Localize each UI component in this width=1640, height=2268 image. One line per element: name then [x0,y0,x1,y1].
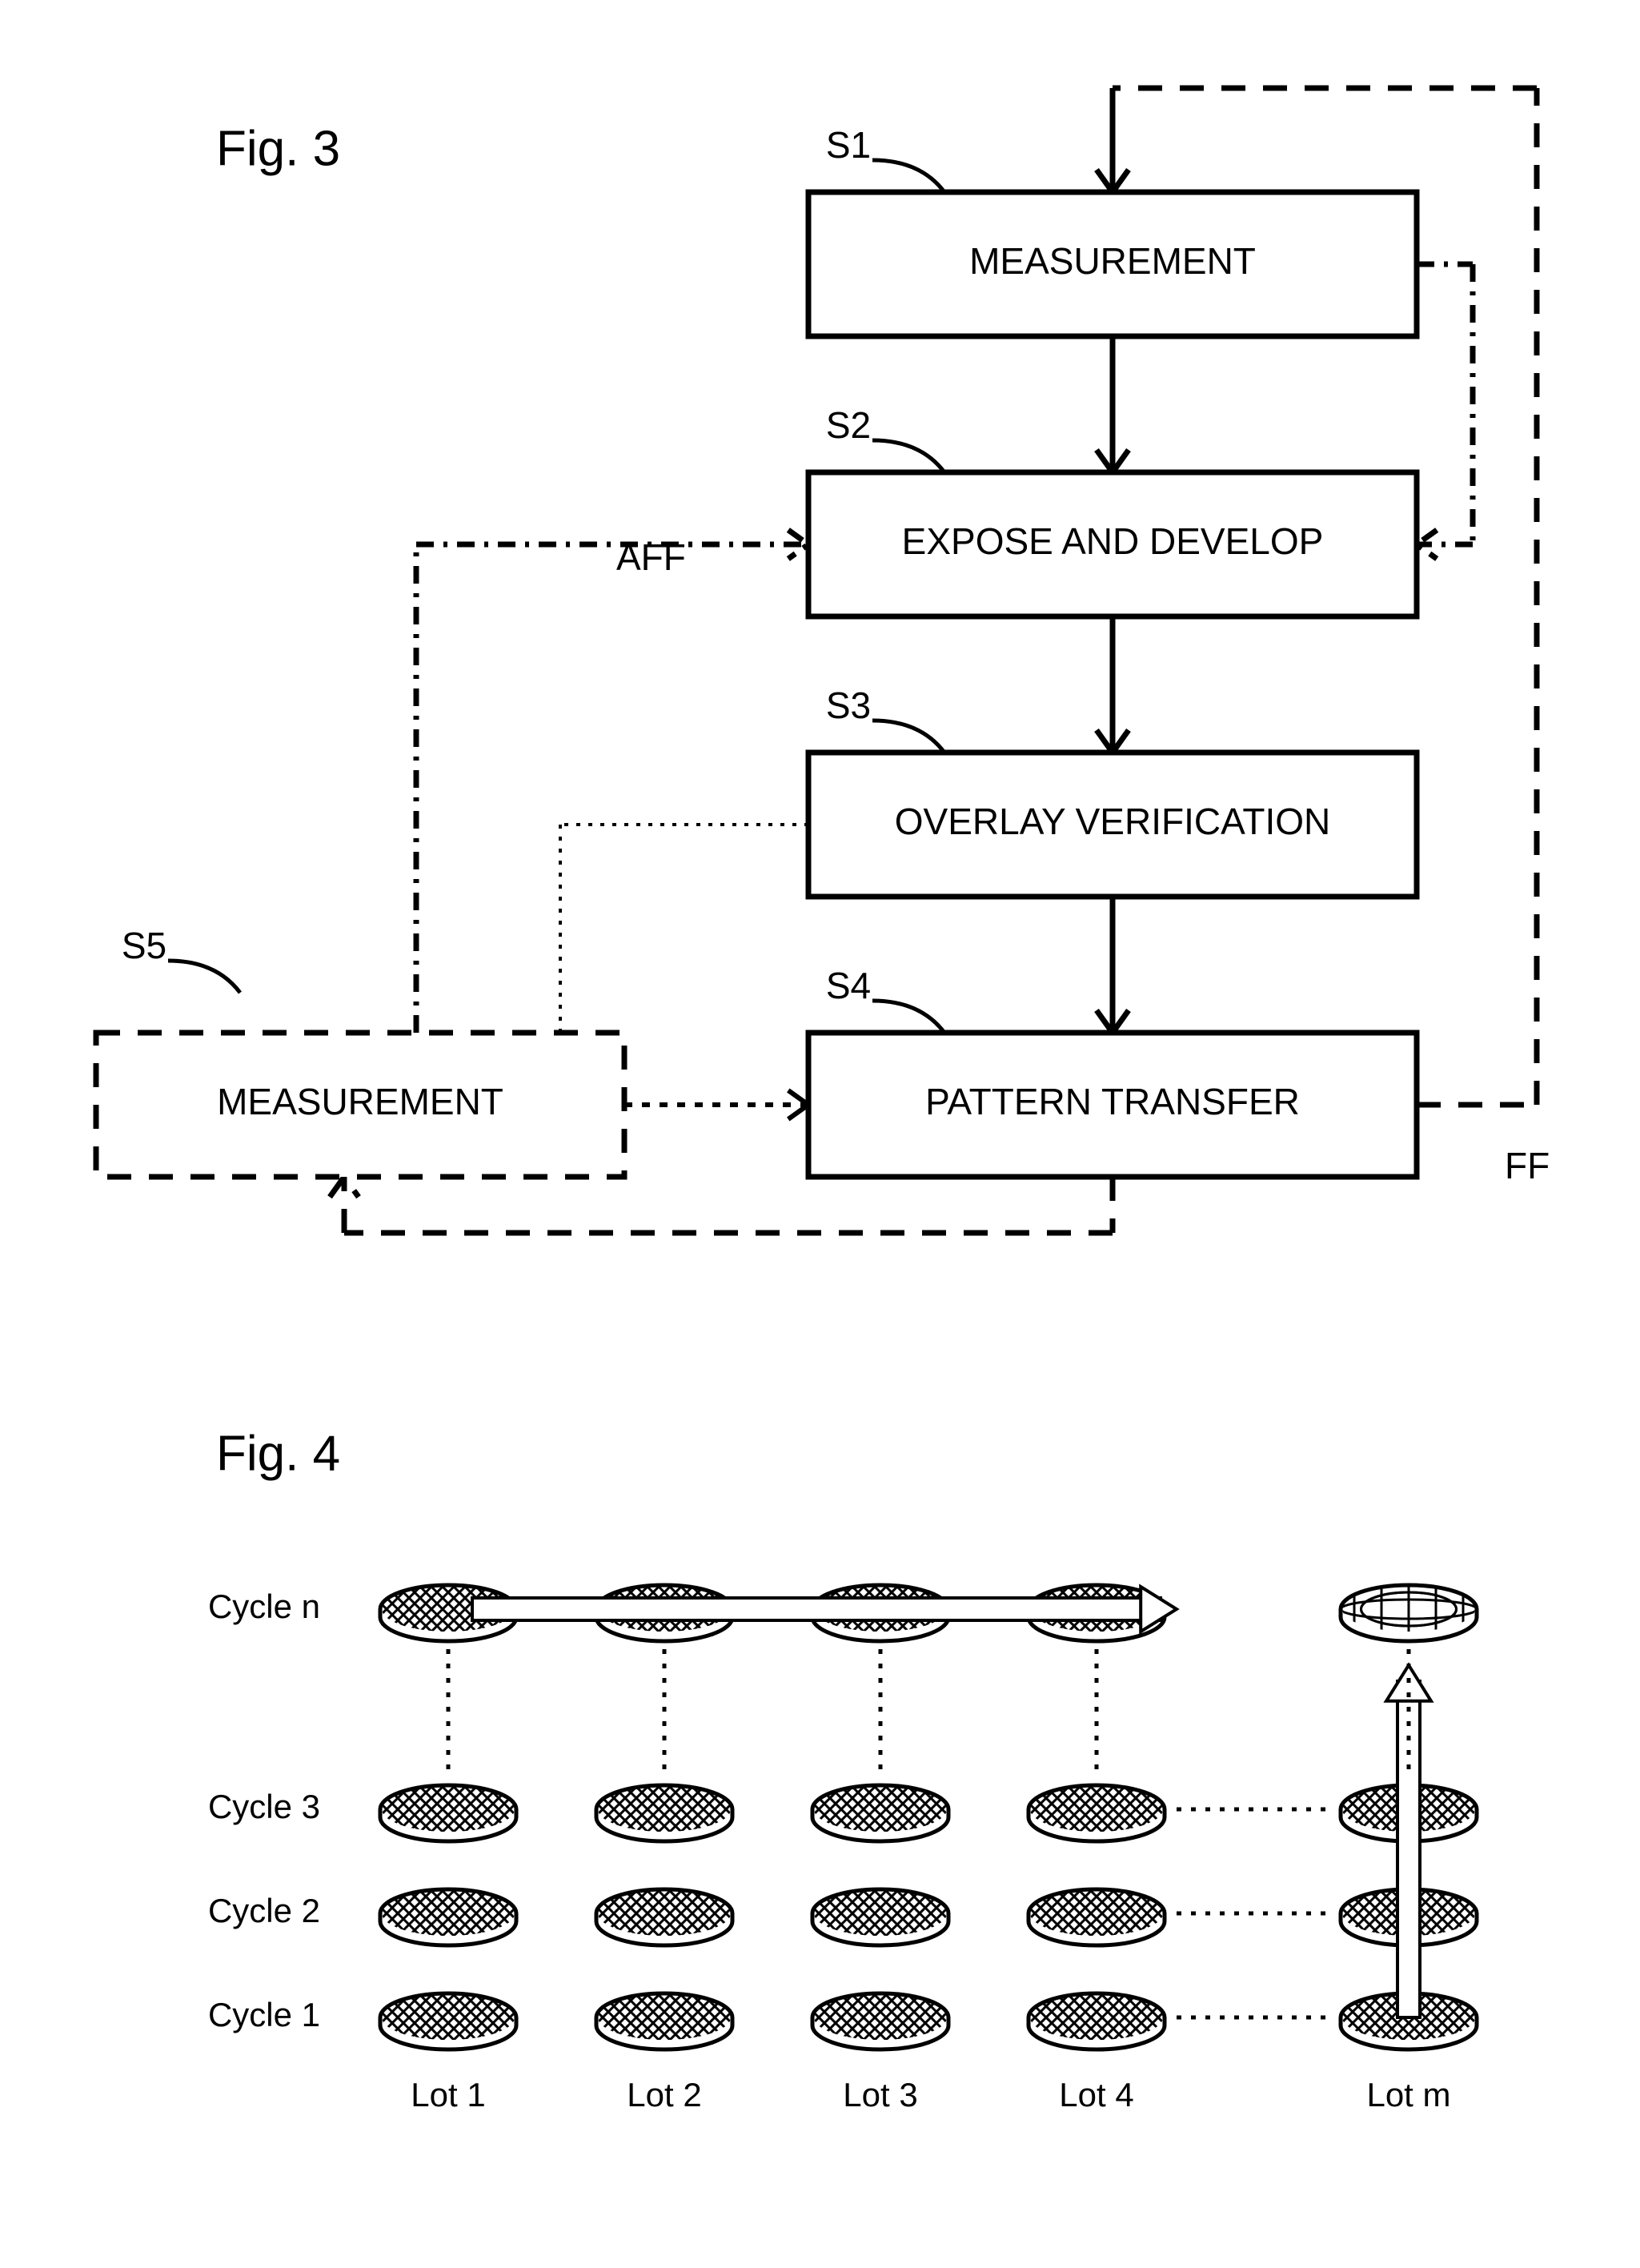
tag-leader-s3 [872,721,944,753]
box-s3-label: OVERLAY VERIFICATION [895,801,1330,842]
row-label: Cycle 2 [208,1892,320,1929]
lot-arrow-v [1397,1681,1420,2017]
wafer-icon [761,1889,988,1945]
box-s1-label: MEASUREMENT [969,240,1256,282]
wafer-icon [761,1785,988,1841]
wafer-icon [329,1993,556,2049]
col-label: Lot 3 [843,2076,917,2113]
arrow-head [788,1090,808,1119]
wafer-icon [977,1785,1205,1841]
tag-s5: S5 [122,925,166,966]
tag-s1: S1 [826,124,871,166]
fig4-title: Fig. 4 [216,1426,340,1481]
wafer-icon [329,1785,556,1841]
ff-label: FF [1505,1145,1550,1186]
tag-leader-s1 [872,160,944,192]
col-label: Lot 4 [1059,2076,1133,2113]
blank-wafer-icon [1341,1585,1477,1641]
col-label: Lot 2 [627,2076,701,2113]
col-label: Lot m [1366,2076,1450,2113]
tag-leader-s2 [872,440,944,472]
col-label: Lot 1 [411,2076,485,2113]
wafer-icon [545,1785,772,1841]
row-label: Cycle 1 [208,1996,320,2033]
tag-s4: S4 [826,965,871,1006]
wafer-icon [329,1889,556,1945]
box-s2-label: EXPOSE AND DEVELOP [902,520,1324,562]
wafer-icon [545,1889,772,1945]
aff-label: AFF [616,536,686,578]
row-label: Cycle 3 [208,1788,320,1825]
tag-leader-s5 [168,961,240,993]
wafer-icon [545,1993,772,2049]
cycle-arrow-h [472,1598,1161,1620]
fig3-title: Fig. 3 [216,121,340,176]
wafer-icon [977,1889,1205,1945]
box-s4-label: PATTERN TRANSFER [925,1081,1300,1122]
tag-leader-s4 [872,1001,944,1033]
wafer-icon [977,1993,1205,2049]
tag-s2: S2 [826,404,871,446]
wafer-icon [761,1993,988,2049]
row-label: Cycle n [208,1588,320,1625]
tag-s3: S3 [826,684,871,726]
box-s5-label: MEASUREMENT [217,1081,503,1122]
